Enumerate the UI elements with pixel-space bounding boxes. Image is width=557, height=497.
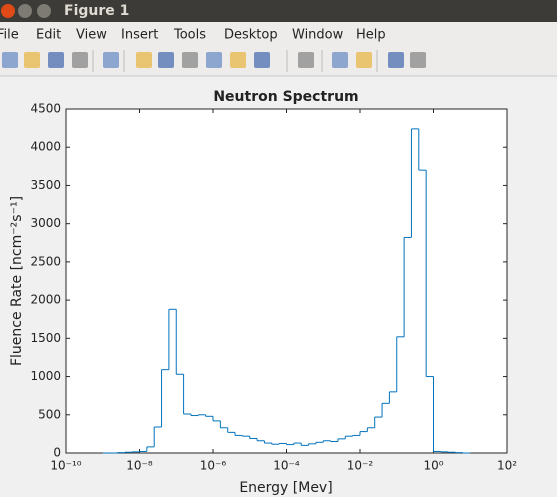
menu-item[interactable]: View [76, 28, 107, 43]
toolbar-button[interactable] [356, 52, 372, 68]
toolbar-button[interactable] [2, 52, 18, 68]
menu-item[interactable]: Tools [173, 28, 206, 43]
x-tick-label: 10⁻⁴ [273, 459, 300, 473]
x-tick-label: 10² [497, 459, 517, 473]
y-tick-label: 500 [38, 407, 61, 421]
toolbar-button[interactable] [254, 52, 270, 68]
toolbar-button[interactable] [182, 52, 198, 68]
menu-item[interactable]: Help [356, 28, 386, 43]
x-tick-label: 10⁻⁸ [126, 459, 153, 473]
axes [65, 108, 508, 454]
toolbar-button[interactable] [230, 52, 246, 68]
x-tick-label: 10⁰ [423, 459, 443, 473]
toolbar-button[interactable] [72, 52, 88, 68]
close-button[interactable] [1, 4, 15, 18]
menu-item[interactable]: Desktop [224, 28, 278, 43]
minimize-button[interactable] [18, 4, 32, 18]
x-tick-label: 10⁻² [347, 459, 374, 473]
y-tick-label: 2500 [30, 254, 61, 268]
toolbar-button[interactable] [332, 52, 348, 68]
toolbar-button[interactable] [136, 52, 152, 68]
y-tick-label: 4500 [30, 102, 61, 116]
menu-item[interactable]: Insert [121, 28, 158, 43]
toolbar-button[interactable] [24, 52, 40, 68]
toolbar-button[interactable] [206, 52, 222, 68]
chart-title: Neutron Spectrum [213, 89, 358, 105]
x-tick-label: 10⁻¹⁰ [50, 459, 81, 473]
maximize-button[interactable] [37, 4, 51, 18]
toolbar-button[interactable] [158, 52, 174, 68]
y-tick-label: 1000 [30, 369, 61, 383]
y-tick-label: 3500 [30, 178, 61, 192]
menu-item[interactable]: File [0, 28, 19, 43]
window-title: Figure 1 [64, 3, 129, 19]
y-tick-label: 2000 [30, 293, 61, 307]
y-tick-label: 3000 [30, 216, 61, 230]
toolbar-button[interactable] [103, 52, 119, 68]
toolbar-button[interactable] [410, 52, 426, 68]
x-tick-label: 10⁻⁶ [200, 459, 227, 473]
toolbar-button[interactable] [298, 52, 314, 68]
menu-item[interactable]: Edit [36, 28, 61, 43]
title-bar [0, 0, 557, 22]
y-tick-label: 1500 [30, 331, 61, 345]
menu-bar [0, 22, 557, 46]
toolbar-button[interactable] [48, 52, 64, 68]
toolbar-button[interactable] [388, 52, 404, 68]
x-axis-label: Energy [Mev] [239, 480, 332, 496]
y-tick-label: 0 [53, 446, 61, 460]
y-tick-label: 4000 [30, 140, 61, 154]
menu-item[interactable]: Window [292, 28, 344, 43]
y-axis-label: Fluence Rate [ncm⁻²s⁻¹] [9, 196, 25, 366]
